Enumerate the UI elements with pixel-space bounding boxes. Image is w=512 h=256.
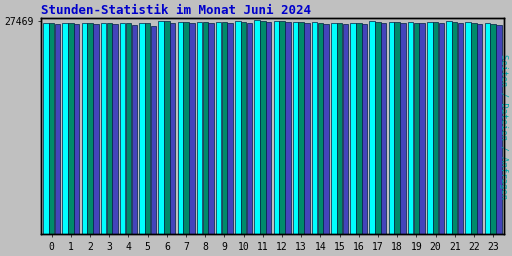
- Bar: [178, 22, 183, 234]
- Bar: [400, 23, 406, 234]
- Bar: [222, 22, 227, 234]
- Bar: [170, 23, 176, 234]
- Bar: [485, 23, 490, 234]
- Bar: [381, 23, 387, 234]
- Bar: [227, 23, 233, 234]
- Bar: [465, 22, 471, 234]
- Bar: [62, 23, 68, 234]
- Bar: [362, 24, 367, 234]
- Bar: [112, 24, 118, 234]
- Y-axis label: Seiten / Dateien / Anfragen: Seiten / Dateien / Anfragen: [499, 54, 508, 199]
- Bar: [312, 22, 317, 234]
- Bar: [343, 24, 348, 234]
- Bar: [55, 24, 60, 234]
- Bar: [324, 24, 329, 234]
- Bar: [273, 21, 279, 234]
- Bar: [241, 22, 246, 234]
- Bar: [74, 24, 79, 234]
- Bar: [254, 20, 260, 234]
- Bar: [81, 23, 87, 234]
- Bar: [433, 22, 438, 234]
- Bar: [496, 25, 502, 234]
- Bar: [260, 21, 266, 234]
- Bar: [414, 23, 419, 234]
- Bar: [350, 23, 356, 234]
- Bar: [203, 22, 208, 234]
- Bar: [304, 23, 310, 234]
- Bar: [120, 23, 125, 234]
- Bar: [189, 23, 195, 234]
- Bar: [331, 23, 336, 234]
- Bar: [375, 22, 381, 234]
- Bar: [490, 24, 496, 234]
- Bar: [139, 23, 145, 234]
- Bar: [317, 23, 323, 234]
- Bar: [427, 22, 433, 234]
- Bar: [394, 22, 400, 234]
- Text: Stunden-Statistik im Monat Juni 2024: Stunden-Statistik im Monat Juni 2024: [41, 4, 311, 17]
- Bar: [151, 26, 156, 234]
- Bar: [183, 22, 189, 234]
- Bar: [285, 22, 290, 234]
- Bar: [356, 23, 361, 234]
- Bar: [93, 24, 99, 234]
- Bar: [477, 24, 482, 234]
- Bar: [266, 22, 271, 234]
- Bar: [106, 23, 112, 234]
- Bar: [389, 22, 394, 234]
- Bar: [446, 21, 452, 234]
- Bar: [370, 21, 375, 234]
- Bar: [208, 23, 214, 234]
- Bar: [458, 23, 463, 234]
- Bar: [101, 23, 106, 234]
- Bar: [247, 23, 252, 234]
- Bar: [471, 23, 477, 234]
- Bar: [68, 23, 74, 234]
- Bar: [49, 23, 54, 234]
- Bar: [337, 23, 343, 234]
- Bar: [235, 21, 241, 234]
- Bar: [279, 22, 285, 234]
- Bar: [43, 23, 49, 234]
- Bar: [293, 22, 298, 234]
- Bar: [145, 23, 151, 234]
- Bar: [408, 22, 413, 234]
- Bar: [452, 22, 457, 234]
- Bar: [88, 23, 93, 234]
- Bar: [164, 21, 169, 234]
- Bar: [216, 22, 221, 234]
- Bar: [298, 22, 304, 234]
- Bar: [419, 23, 425, 234]
- Bar: [439, 23, 444, 234]
- Bar: [126, 23, 131, 234]
- Bar: [132, 25, 137, 234]
- Bar: [158, 20, 164, 234]
- Bar: [197, 22, 202, 234]
